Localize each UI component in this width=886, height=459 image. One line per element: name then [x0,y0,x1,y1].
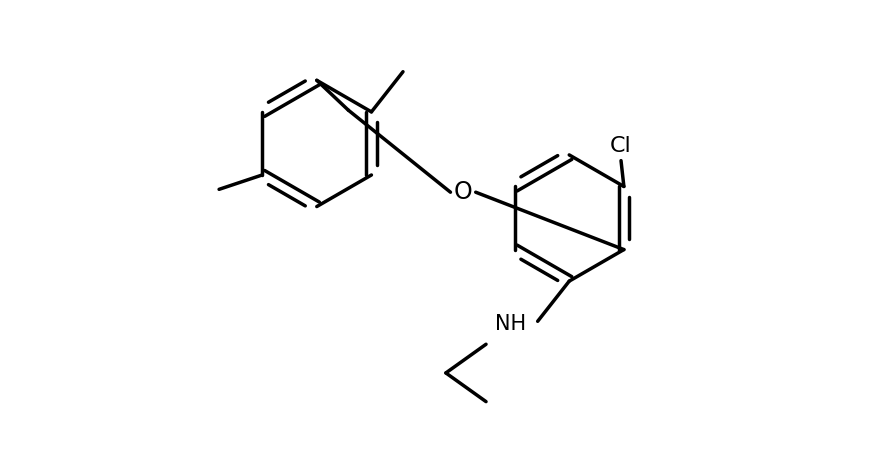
Text: O: O [454,180,472,204]
Text: Cl: Cl [610,136,632,157]
Text: NH: NH [494,314,525,334]
